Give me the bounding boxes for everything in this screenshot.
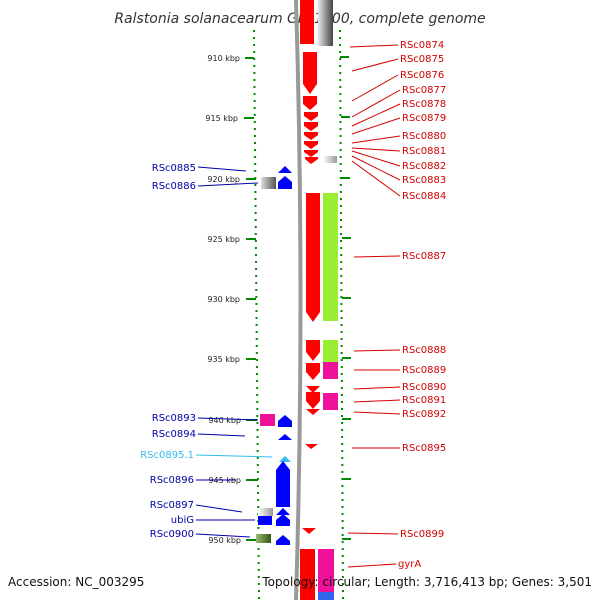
block-pink-1 bbox=[323, 362, 338, 379]
label-rsc0900[interactable]: RSc0900 bbox=[150, 529, 194, 540]
kbp-label-950: 950 kbp bbox=[208, 536, 241, 545]
forward-gene-label-texts: RSc0874 RSc0875 RSc0876 RSc0877 RSc0878 … bbox=[398, 40, 446, 570]
label-rsc0887[interactable]: RSc0887 bbox=[402, 251, 446, 262]
cds-gyra bbox=[300, 549, 315, 600]
cds-rsc0882 bbox=[305, 157, 318, 164]
kbp-label-925: 925 kbp bbox=[207, 235, 240, 244]
label-rsc0878[interactable]: RSc0878 bbox=[402, 99, 446, 110]
label-rsc0889[interactable]: RSc0889 bbox=[402, 365, 446, 376]
cds-rsc0878 bbox=[304, 122, 318, 131]
block-green-large bbox=[323, 193, 338, 321]
kbp-label-940: 940 kbp bbox=[208, 416, 241, 425]
label-rsc0891[interactable]: RSc0891 bbox=[402, 395, 446, 406]
label-rsc0874[interactable]: RSc0874 bbox=[400, 40, 444, 51]
label-rsc0879[interactable]: RSc0879 bbox=[402, 113, 446, 124]
cds-rsc0889 bbox=[306, 363, 320, 380]
cds-rsc0896 bbox=[276, 461, 290, 507]
block-ubig-blue bbox=[258, 516, 272, 525]
block-rsc0897-silver bbox=[258, 508, 273, 516]
kbp-scale: 910 kbp 915 kbp 920 kbp 925 kbp 930 kbp … bbox=[205, 54, 258, 545]
cds-rsc0894 bbox=[278, 434, 292, 440]
kbp-label-935: 935 kbp bbox=[207, 355, 240, 364]
cds-rsc0880 bbox=[304, 141, 318, 149]
label-rsc0876[interactable]: RSc0876 bbox=[400, 70, 444, 81]
label-rsc0884[interactable]: RSc0884 bbox=[402, 191, 446, 202]
label-rsc0888[interactable]: RSc0888 bbox=[402, 345, 446, 356]
genome-backbone bbox=[294, 0, 303, 600]
cds-rsc0890 bbox=[306, 386, 320, 393]
label-rsc0890[interactable]: RSc0890 bbox=[402, 382, 446, 393]
cds-rsc0895 bbox=[305, 444, 318, 449]
label-rsc0895[interactable]: RSc0895 bbox=[402, 443, 446, 454]
label-rsc0897[interactable]: RSc0897 bbox=[150, 500, 194, 511]
label-rsc0885[interactable]: RSc0885 bbox=[152, 163, 196, 174]
kbp-label-920: 920 kbp bbox=[207, 175, 240, 184]
block-rsc0900-olive bbox=[256, 534, 271, 543]
label-rsc0893[interactable]: RSc0893 bbox=[152, 413, 196, 424]
cds-rsc0887 bbox=[306, 193, 320, 322]
kbp-label-915: 915 kbp bbox=[205, 114, 238, 123]
label-rsc0880[interactable]: RSc0880 bbox=[402, 131, 446, 142]
cds-rsc0885 bbox=[278, 166, 292, 173]
label-rsc0892[interactable]: RSc0892 bbox=[402, 409, 446, 420]
label-rsc0896[interactable]: RSc0896 bbox=[150, 475, 194, 486]
cds-rsc0888 bbox=[306, 340, 320, 361]
label-gyra[interactable]: gyrA bbox=[398, 559, 421, 570]
genome-summary-text: Topology: circular; Length: 3,716,413 bp… bbox=[261, 575, 592, 589]
cds-rsc0899 bbox=[302, 528, 316, 534]
accession-text: Accession: NC_003295 bbox=[8, 575, 144, 589]
label-rsc0881[interactable]: RSc0881 bbox=[402, 146, 446, 157]
block-gray-top bbox=[318, 0, 333, 46]
block-pink-bottom bbox=[318, 549, 334, 600]
cds-rsc0897 bbox=[276, 508, 290, 515]
right-ruler-ticks bbox=[340, 56, 351, 540]
cds-rsc0876 bbox=[303, 96, 317, 110]
reverse-gene-label-texts: RSc0885 RSc0886 RSc0893 RSc0894 RSc0895.… bbox=[140, 163, 196, 540]
cds-top-red bbox=[300, 0, 314, 44]
label-rsc0882[interactable]: RSc0882 bbox=[402, 161, 446, 172]
label-rsc0883[interactable]: RSc0883 bbox=[402, 175, 446, 186]
forward-strand-color-blocks bbox=[318, 0, 338, 600]
rna-rsc0895-1 bbox=[279, 456, 291, 462]
cds-rsc0875 bbox=[303, 52, 317, 94]
block-green-small bbox=[323, 340, 338, 362]
kbp-label-910: 910 kbp bbox=[207, 54, 240, 63]
label-rsc0899[interactable]: RSc0899 bbox=[400, 529, 444, 540]
cds-rsc0893 bbox=[278, 415, 292, 427]
cds-rsc0900 bbox=[276, 535, 290, 545]
label-rsc0895-1[interactable]: RSc0895.1 bbox=[140, 450, 194, 461]
forward-strand-features bbox=[300, 0, 320, 600]
reverse-strand-features bbox=[256, 166, 292, 545]
block-rsc0886-gray bbox=[261, 177, 276, 189]
reverse-gene-label-lines bbox=[195, 166, 273, 538]
block-pink-2 bbox=[323, 393, 338, 410]
label-rsc0875[interactable]: RSc0875 bbox=[400, 54, 444, 65]
cds-rsc0881 bbox=[304, 150, 318, 157]
label-rsc0877[interactable]: RSc0877 bbox=[402, 85, 446, 96]
cds-ubig bbox=[276, 514, 290, 526]
cds-rsc0891 bbox=[306, 392, 320, 409]
block-rsc0893-pink bbox=[260, 414, 275, 426]
block-silver bbox=[323, 156, 337, 163]
forward-gene-labels bbox=[347, 44, 401, 568]
right-dotted-ruler bbox=[339, 29, 344, 600]
cds-rsc0892 bbox=[306, 409, 320, 415]
cds-rsc0879 bbox=[304, 132, 318, 140]
label-rsc0894[interactable]: RSc0894 bbox=[152, 429, 196, 440]
cds-rsc0886 bbox=[278, 176, 292, 189]
cds-rsc0877 bbox=[304, 112, 318, 121]
kbp-label-930: 930 kbp bbox=[207, 295, 240, 304]
label-rsc0886[interactable]: RSc0886 bbox=[152, 181, 196, 192]
block-blue-bottom bbox=[318, 592, 334, 600]
label-ubig[interactable]: ubiG bbox=[171, 515, 194, 526]
